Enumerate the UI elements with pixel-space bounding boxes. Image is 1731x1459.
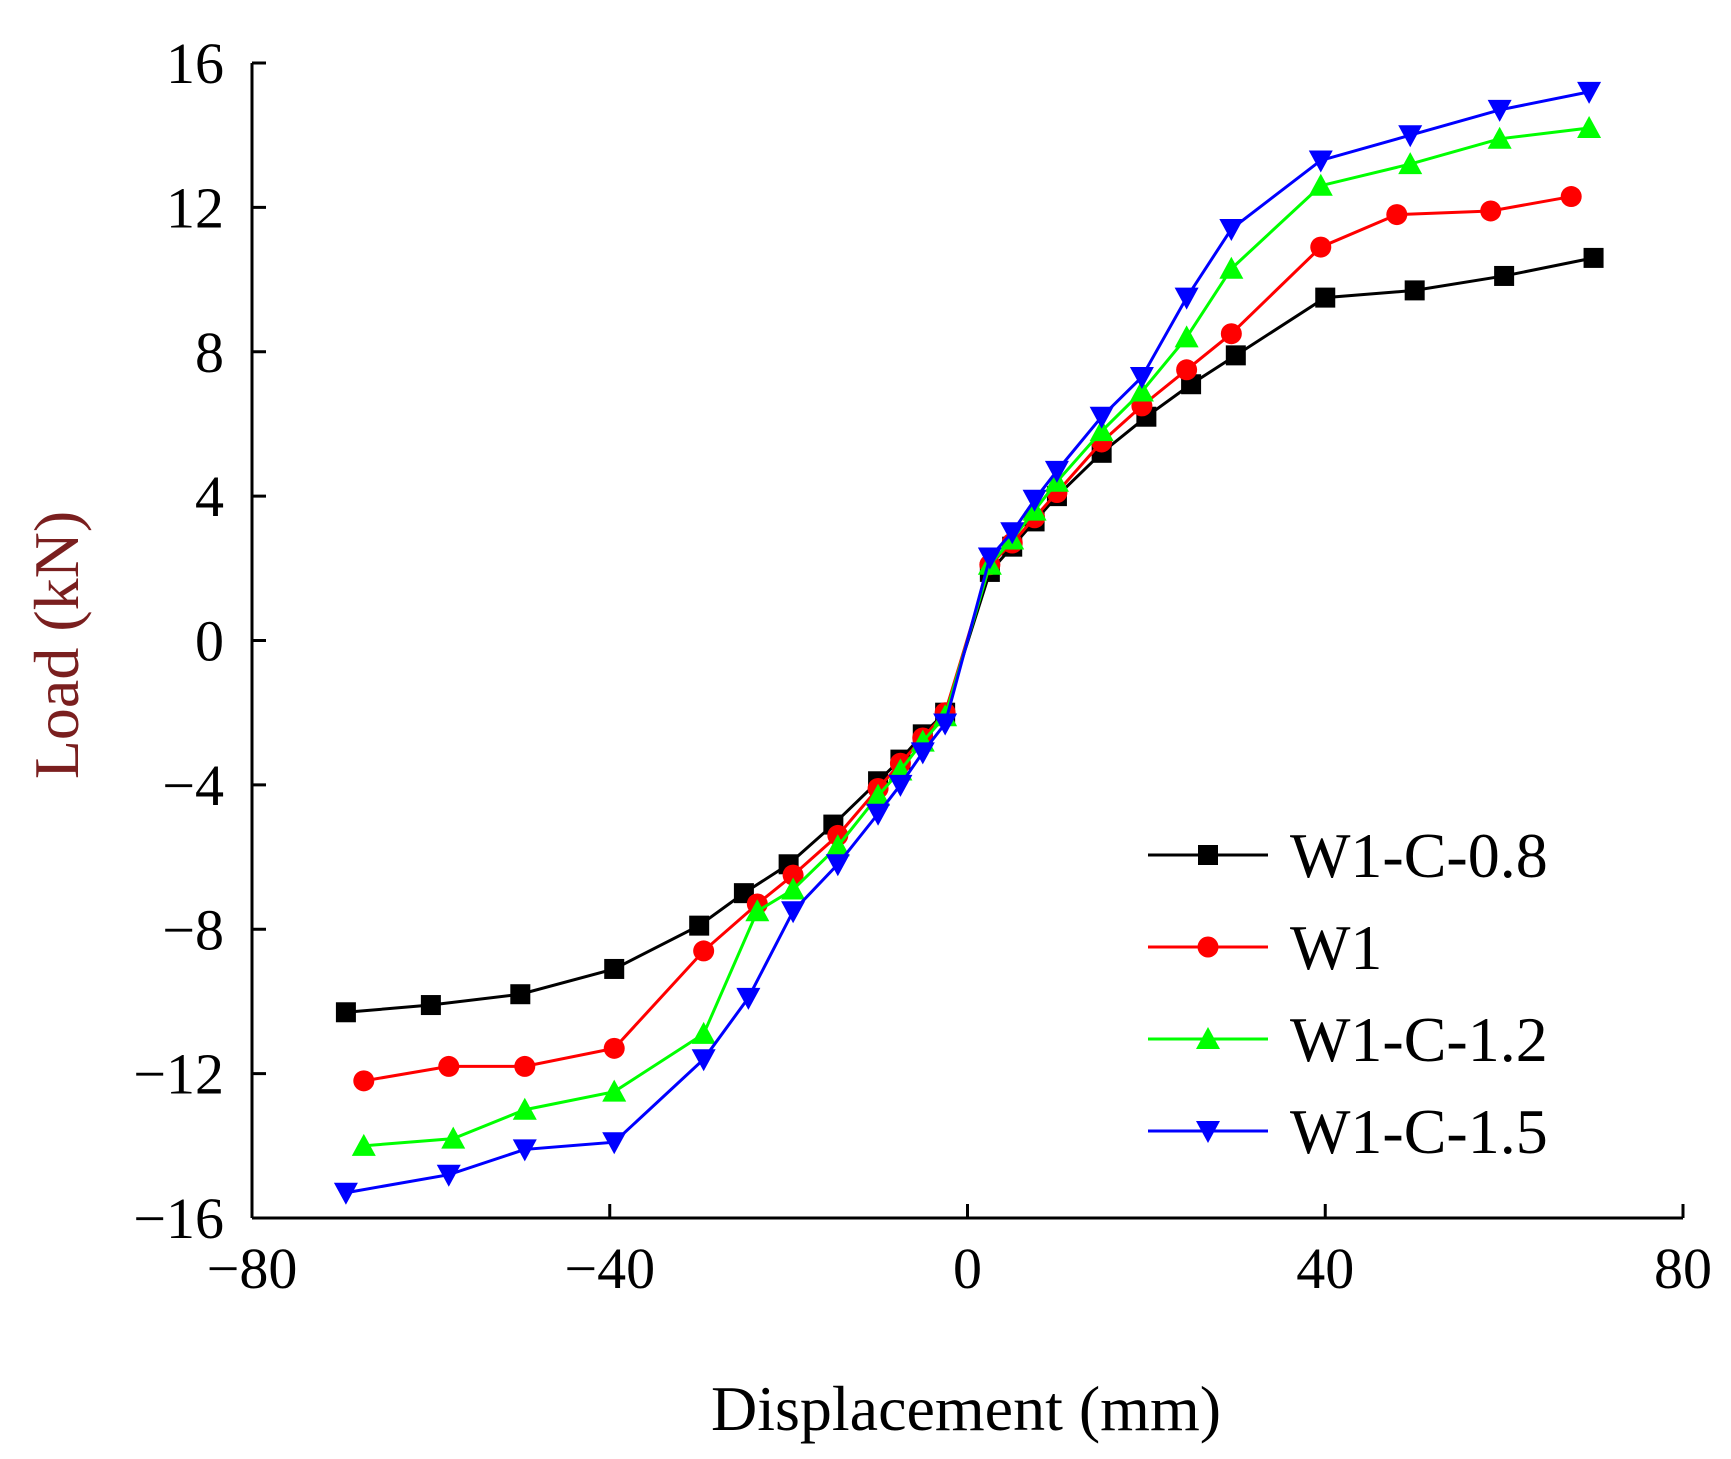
data-point [603, 1037, 625, 1059]
x-tick-label: 40 [1296, 1236, 1354, 1301]
y-tick-label: 0 [195, 609, 224, 674]
data-point [1176, 359, 1198, 381]
legend-label: W1-C-0.8 [1290, 820, 1548, 891]
data-point [782, 864, 804, 886]
data-point [420, 995, 441, 1016]
data-point [602, 1079, 627, 1102]
data-point [514, 1055, 536, 1077]
series-line [345, 90, 1590, 1195]
data-point [866, 783, 891, 806]
y-tick-label: 4 [195, 464, 224, 529]
legend-marker [1198, 845, 1218, 865]
y-tick-label: −4 [162, 753, 224, 818]
legend-label: W1-C-1.2 [1290, 1004, 1548, 1075]
data-point [438, 1055, 460, 1077]
data-point [1219, 256, 1244, 279]
data-point [604, 958, 625, 979]
data-point [1577, 81, 1602, 104]
data-point [888, 774, 913, 797]
data-point [512, 1139, 537, 1162]
x-tick-label: −40 [564, 1236, 655, 1301]
data-point [441, 1126, 466, 1149]
data-point [825, 834, 850, 857]
data-point [866, 803, 891, 826]
data-point [691, 1049, 716, 1072]
data-point [1129, 367, 1154, 390]
legend-marker [1196, 1121, 1220, 1143]
data-point [1487, 126, 1512, 149]
legend-label: W1 [1290, 912, 1382, 983]
data-point [1220, 323, 1242, 345]
data-point [1174, 325, 1199, 348]
data-point [745, 899, 770, 922]
legend-item: W1 [1148, 912, 1382, 983]
x-tick-label: 0 [953, 1236, 982, 1301]
data-point [1129, 379, 1154, 402]
series-w1-c-1-5 [333, 81, 1602, 1205]
y-tick-label: −16 [133, 1186, 224, 1251]
data-point [781, 877, 806, 900]
legend-label: W1-C-1.5 [1290, 1096, 1548, 1167]
legend-item: W1-C-0.8 [1148, 820, 1548, 891]
x-tick-label: −80 [207, 1236, 298, 1301]
data-point [689, 915, 710, 936]
data-point [512, 1097, 537, 1120]
data-point [1089, 406, 1114, 429]
data-point [1494, 265, 1515, 286]
data-point [1315, 287, 1336, 308]
data-point [1487, 99, 1512, 122]
data-point [1583, 247, 1604, 268]
data-point [1404, 280, 1425, 301]
legend-marker [1196, 1027, 1220, 1049]
data-point [1308, 173, 1333, 196]
data-point [333, 1182, 358, 1205]
data-point [933, 713, 958, 736]
data-point [1577, 115, 1602, 138]
y-tick-label: 8 [195, 320, 224, 385]
data-point [1480, 200, 1502, 222]
legend-item: W1-C-1.2 [1148, 1004, 1548, 1075]
y-tick-label: −12 [133, 1042, 224, 1107]
data-point [1225, 345, 1246, 366]
data-point [1560, 186, 1582, 208]
data-point [1308, 150, 1333, 173]
series-w1-c-1-2 [351, 115, 1602, 1156]
data-point [602, 1132, 627, 1155]
x-tick-label: 80 [1654, 1236, 1712, 1301]
y-tick-label: 12 [166, 175, 224, 240]
data-point [1089, 419, 1114, 442]
data-point [1000, 522, 1025, 545]
data-point [1174, 287, 1199, 310]
data-point [781, 901, 806, 924]
data-point [977, 547, 1002, 570]
data-point [736, 987, 761, 1010]
data-point [1044, 460, 1069, 483]
data-point [825, 854, 850, 877]
data-point [1386, 204, 1408, 226]
data-point [351, 1133, 376, 1156]
legend: W1-C-0.8 W1 W1-C-1.2 W1-C-1.5 [1148, 820, 1548, 1167]
data-point [1219, 219, 1244, 242]
data-point [1398, 125, 1423, 148]
legend-item: W1-C-1.5 [1148, 1096, 1548, 1167]
y-axis-title: Load (kN) [21, 511, 92, 779]
data-point [353, 1070, 375, 1092]
data-point [1022, 489, 1047, 512]
data-point [510, 984, 531, 1005]
series-layer [333, 81, 1604, 1205]
data-point [335, 1002, 356, 1023]
legend-marker [1197, 936, 1219, 958]
data-point [691, 1021, 716, 1044]
x-axis-title: Displacement (mm) [711, 1373, 1221, 1444]
data-point [436, 1164, 461, 1187]
data-point [910, 742, 935, 765]
data-point [1310, 236, 1332, 258]
data-point [1398, 152, 1423, 175]
y-tick-label: −8 [162, 897, 224, 962]
y-tick-label: 16 [166, 31, 224, 96]
data-point [693, 940, 715, 962]
